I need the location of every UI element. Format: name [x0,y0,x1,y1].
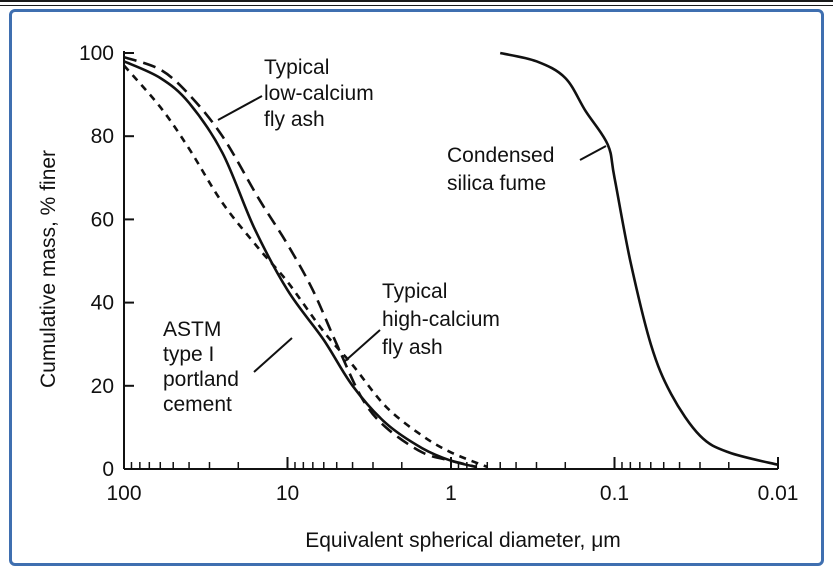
series-low-calcium-fly-ash [123,55,477,469]
annotation-low-calcium-fly-ash-line: Typical [264,56,329,79]
y-tick-label: 40 [91,292,114,315]
annotation-portland-cement-line: type I [163,343,214,366]
annotation-silica-fume-leader [579,145,607,161]
annotation-portland-cement-line: ASTM [163,318,221,341]
annotation-low-calcium-fly-ash: Typical low-calcium fly ash [264,56,374,131]
top-rule [0,0,833,6]
annotation-low-calcium-fly-ash-leader [217,95,263,121]
annotation-low-calcium-fly-ash-line: fly ash [264,108,325,131]
x-tick-label: 10 [276,482,299,505]
y-tick-label: 0 [102,458,114,481]
annotation-high-calcium-fly-ash-line: Typical [382,280,447,303]
annotation-portland-cement-leader [253,337,293,373]
ticks [123,52,779,470]
y-tick-label: 80 [91,125,114,148]
annotation-silica-fume-line: Condensed [447,144,554,167]
annotation-portland-cement-line: cement [163,393,232,416]
x-tick-label: 100 [106,482,141,505]
annotation-high-calcium-fly-ash-leader [343,329,381,363]
annotation-high-calcium-fly-ash-line: fly ash [382,336,443,359]
x-tick-label: 0.01 [758,482,799,505]
x-tick-label: 0.1 [600,482,629,505]
labels: 0 20 40 60 80 100 100 10 1 0.1 0.01 Equivalent sphe… [37,42,798,552]
annotation-silica-fume-line: silica fume [447,172,546,195]
figure-frame [9,9,824,566]
y-tick-label: 100 [79,42,114,65]
series-lines [123,51,779,469]
annotation-low-calcium-fly-ash-line: low-calcium [264,82,374,105]
y-tick-label: 20 [91,375,114,398]
series-portland-cement [123,60,477,469]
series-silica-fume [499,51,779,467]
x-axis-title: Equivalent spherical diameter, μm [305,529,621,552]
y-axis-title: Cumulative mass, % finer [37,150,60,388]
annotation-portland-cement-line: portland [163,368,239,391]
annotation-high-calcium-fly-ash-line: high-calcium [382,308,500,331]
annotation-high-calcium-fly-ash: Typical high-calcium fly ash [382,280,500,359]
x-tick-label: 1 [445,482,457,505]
series-high-calcium-fly-ash [123,64,488,469]
annotation-leaders [217,95,607,373]
y-tick-label: 60 [91,208,114,231]
annotation-silica-fume: Condensed silica fume [447,144,554,195]
